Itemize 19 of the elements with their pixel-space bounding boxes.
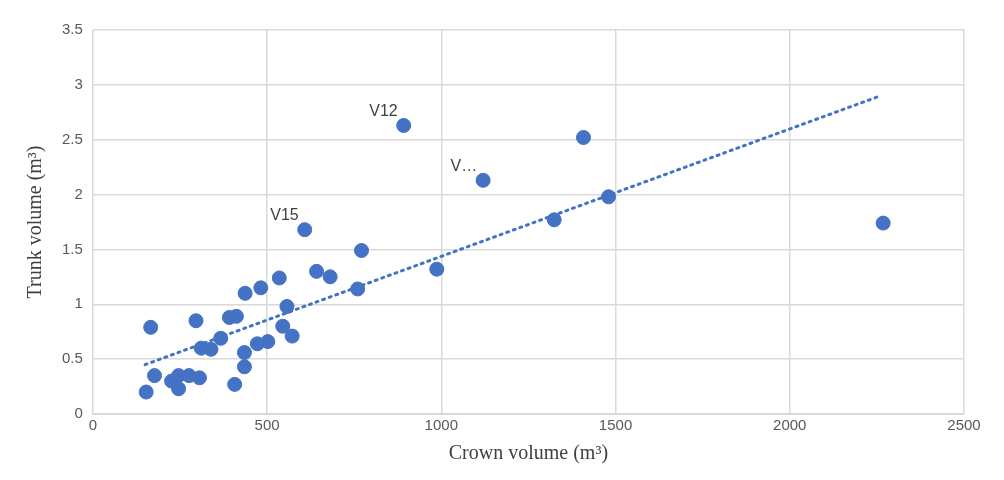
x-tick-label: 1500 [598, 416, 633, 434]
x-tick-label: 1000 [424, 416, 458, 434]
x-axis-title: Crown volume (m³) [448, 441, 609, 465]
y-tick-label: 2 [74, 184, 83, 202]
y-tick-label: 3 [74, 75, 83, 92]
x-tick-label: 2000 [773, 416, 807, 434]
y-tick-label: 1.5 [61, 239, 83, 257]
y-axis-title: Trunk volume (m³) [23, 145, 47, 299]
annotation: V… [450, 156, 478, 174]
annotation: V12 [369, 101, 398, 119]
y-tick-label: 2.5 [61, 129, 83, 147]
x-tick-label: 0 [88, 416, 98, 434]
x-tick-label: 500 [254, 416, 280, 434]
y-tick-label: 3.5 [61, 20, 83, 38]
y-tick-label: 1 [74, 294, 83, 312]
y-tick-label: 0.5 [61, 349, 83, 367]
x-tick-label: 2500 [947, 416, 981, 434]
y-tick-label: 0 [74, 404, 83, 422]
annotation: V15 [270, 206, 299, 224]
